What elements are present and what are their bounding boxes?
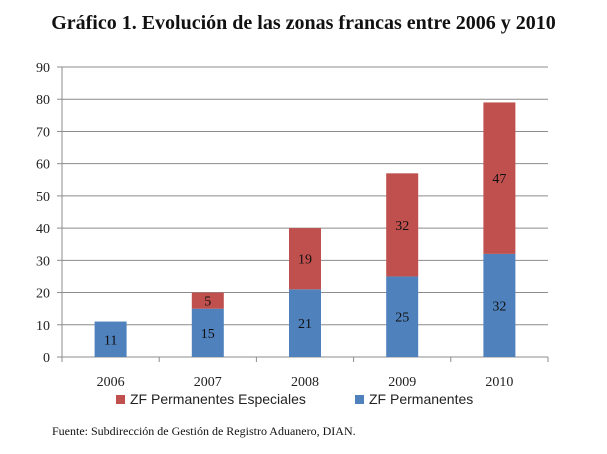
data-label: 11 bbox=[104, 333, 117, 348]
bar-zf-permanentes-2008 bbox=[289, 289, 321, 357]
y-axis: 0 10 20 30 40 50 60 70 80 90 bbox=[36, 61, 63, 366]
chart-title: Gráfico 1. Evolución de las zonas franca… bbox=[51, 12, 556, 34]
source-note: Fuente: Subdirección de Gestión de Regis… bbox=[52, 424, 356, 438]
data-label: 19 bbox=[298, 253, 312, 268]
data-label: 5 bbox=[204, 295, 211, 310]
bar-zf-permanentes-especiales-2007 bbox=[191, 292, 224, 309]
x-tick-label: 2010 bbox=[485, 375, 513, 390]
y-tick-label: 70 bbox=[36, 125, 50, 140]
y-tick-label: 20 bbox=[36, 287, 50, 302]
data-labels: 11 15 5 21 19 25 32 32 47 bbox=[104, 172, 507, 348]
y-tick-label: 50 bbox=[36, 190, 50, 205]
y-tick-label: 10 bbox=[36, 319, 50, 334]
bar-zf-permanentes-2006 bbox=[94, 321, 127, 357]
y-tick-label: 60 bbox=[36, 158, 50, 173]
bar-zf-permanentes-2007 bbox=[191, 308, 224, 357]
y-tick-label: 30 bbox=[36, 254, 50, 269]
bars bbox=[94, 102, 516, 357]
x-tick-label: 2007 bbox=[194, 375, 222, 390]
data-label: 47 bbox=[492, 172, 506, 187]
data-label: 32 bbox=[492, 299, 506, 314]
bar-zf-permanentes-2010 bbox=[483, 253, 516, 357]
y-tick-label: 0 bbox=[43, 351, 50, 366]
legend: ZF Permanentes Especiales ZF Permanentes bbox=[116, 391, 473, 407]
legend-swatch bbox=[116, 395, 125, 404]
data-label: 15 bbox=[201, 327, 215, 342]
data-label: 21 bbox=[298, 317, 312, 332]
data-label: 32 bbox=[395, 219, 409, 234]
y-tick-label: 90 bbox=[36, 61, 50, 76]
bar-zf-permanentes-especiales-2009 bbox=[386, 173, 419, 277]
y-tick-label: 40 bbox=[36, 222, 50, 237]
data-label: 25 bbox=[395, 311, 409, 326]
bar-zf-permanentes-2009 bbox=[386, 276, 419, 357]
legend-label: ZF Permanentes bbox=[369, 391, 473, 407]
bar-zf-permanentes-especiales-2010 bbox=[483, 102, 516, 254]
y-tick-label: 80 bbox=[36, 93, 50, 108]
bar-zf-permanentes-especiales-2008 bbox=[289, 228, 321, 290]
x-tick-label: 2008 bbox=[291, 375, 319, 390]
x-tick-label: 2009 bbox=[388, 375, 416, 390]
legend-label: ZF Permanentes Especiales bbox=[130, 391, 306, 407]
legend-swatch bbox=[355, 395, 364, 404]
x-axis: 2006 2007 2008 2009 2010 bbox=[61, 356, 549, 390]
x-tick-label: 2006 bbox=[97, 375, 125, 390]
